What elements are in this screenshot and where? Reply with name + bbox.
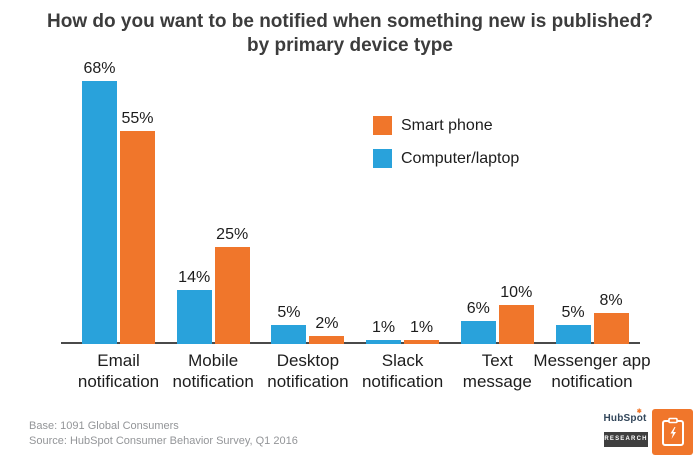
bar-value-label: 25% [216, 226, 249, 244]
bar-column: 14% [176, 268, 212, 344]
bar-column: 6% [460, 299, 496, 344]
bar-group-email-notification: 68% 55% [82, 60, 155, 344]
research-badge: RESEARCH [604, 432, 648, 447]
bar-column: 55% [120, 110, 155, 344]
hubspot-logo: HubSpot [600, 413, 650, 424]
x-axis-line [61, 342, 640, 344]
bar-smart-phone [593, 313, 629, 344]
bar-group-messenger-app-notification: 5% 8% [555, 292, 629, 344]
bar-computer-laptop [176, 289, 212, 344]
chart-title-block: How do you want to be notified when some… [0, 10, 700, 58]
x-axis-label: Messenger app notification [533, 351, 651, 391]
x-axis-label: Slack notification [361, 351, 444, 391]
bar-computer-laptop [271, 324, 307, 344]
bar-value-label: 1% [372, 319, 396, 337]
smart-phone-swatch-icon [373, 116, 392, 135]
x-axis-label: Desktop notification [267, 351, 349, 391]
x-axis-label: Mobile notification [172, 351, 254, 391]
bar-value-label: 55% [121, 110, 154, 128]
bar-smart-phone [214, 247, 250, 344]
legend-label: Smart phone [401, 116, 493, 134]
bar-value-label: 5% [277, 303, 301, 321]
bar-group-slack-notification: 1% 1% [366, 319, 440, 344]
bar-column: 2% [309, 315, 345, 344]
bar-column: 1% [366, 319, 402, 344]
x-axis-label: Text message [462, 351, 532, 391]
page-title: How do you want to be notified when some… [47, 11, 653, 32]
bar-value-label: 8% [599, 292, 623, 310]
bar-column: 1% [404, 319, 440, 344]
bar-value-label: 10% [500, 284, 533, 302]
bar-group-text-message: 6% 10% [460, 284, 534, 344]
bar-smart-phone [120, 131, 155, 344]
bar-value-label: 1% [410, 319, 434, 337]
x-axis-label: Email notification [77, 351, 160, 391]
legend-label: Computer/laptop [401, 149, 520, 167]
bar-column: 8% [593, 292, 629, 344]
bar-column: 5% [271, 303, 307, 344]
bar-column: 10% [498, 284, 534, 344]
bar-smart-phone [498, 305, 534, 344]
bar-value-label: 2% [315, 315, 339, 333]
research-tile [652, 409, 693, 455]
bar-group-mobile-notification: 14% 25% [176, 226, 250, 344]
footer-base-note: Base: 1091 Global Consumers [29, 420, 179, 432]
research-clipboard-icon [661, 417, 684, 446]
bar-smart-phone [309, 336, 345, 344]
footer-source-note: Source: HubSpot Consumer Behavior Survey… [29, 435, 298, 447]
legend-item-computer-laptop: Computer/laptop [373, 149, 519, 168]
bar-smart-phone [404, 340, 440, 344]
bar-computer-laptop [555, 324, 591, 344]
bar-column: 25% [214, 226, 250, 344]
computer-laptop-swatch-icon [373, 149, 392, 168]
bar-value-label: 6% [466, 299, 490, 317]
bar-value-label: 68% [83, 59, 116, 77]
hubspot-research-branding: HubSpot RESEARCH [600, 408, 695, 458]
bar-computer-laptop [82, 80, 117, 344]
bar-value-label: 14% [178, 268, 211, 286]
bar-group-desktop-notification: 5% 2% [271, 303, 345, 344]
bar-column: 68% [82, 60, 117, 344]
bar-value-label: 5% [561, 303, 585, 321]
bar-computer-laptop [366, 340, 402, 344]
legend: Smart phone Computer/laptop [373, 116, 519, 182]
legend-item-smart-phone: Smart phone [373, 116, 519, 135]
page-subtitle: by primary device type [247, 35, 453, 56]
bar-computer-laptop [460, 320, 496, 344]
bar-column: 5% [555, 303, 591, 344]
